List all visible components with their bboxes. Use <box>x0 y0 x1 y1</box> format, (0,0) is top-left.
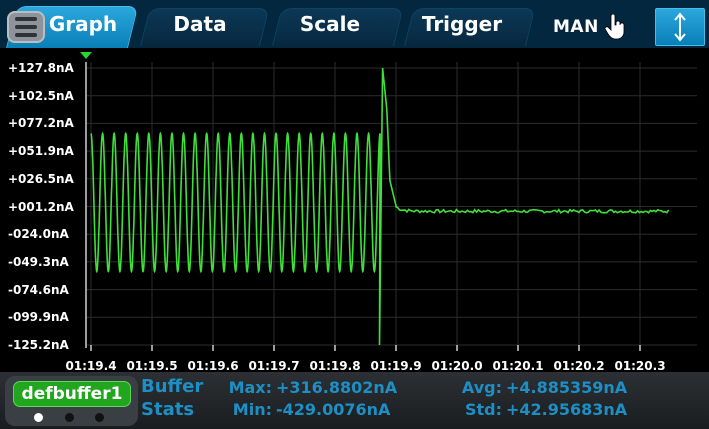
y-tick-label: +102.5nA <box>8 88 74 103</box>
tab-data-label: Data <box>173 12 227 36</box>
y-tick-label: -099.9nA <box>8 310 69 325</box>
x-tick-label: 01:19.8 <box>309 359 361 373</box>
std-label: Std: <box>464 400 502 419</box>
min-value: -429.0076nA <box>276 400 391 419</box>
tab-graph-label: Graph <box>48 12 118 36</box>
x-tick-label: 01:19.7 <box>248 359 300 373</box>
y-tick-label: +127.8nA <box>8 61 74 75</box>
x-tick-label: 01:20.3 <box>614 359 666 373</box>
y-tick-label: +051.9nA <box>8 144 74 159</box>
tab-trigger-label: Trigger <box>421 12 503 36</box>
page-dot-3[interactable] <box>95 413 104 422</box>
y-tick-label: -125.2nA <box>8 338 69 352</box>
avg-value: +4.885359nA <box>506 378 628 397</box>
x-tick-label: 01:19.4 <box>65 359 117 373</box>
page-dot-2[interactable] <box>65 413 74 422</box>
y-tick-label: -074.6nA <box>8 282 69 297</box>
menu-icon[interactable] <box>7 11 45 43</box>
max-value: +316.8802nA <box>276 378 398 397</box>
y-tick-label: +026.5nA <box>8 171 74 186</box>
x-tick-label: 01:20.2 <box>553 359 605 373</box>
x-tick-label: 01:19.9 <box>370 359 422 373</box>
x-tick-marks <box>90 345 641 351</box>
graph-grid <box>86 62 697 346</box>
y-tick-label: +077.2nA <box>8 116 74 131</box>
y-tick-label: -024.0nA <box>8 227 69 242</box>
bottom-stats-bar: defbuffer1 Buffer Stats Max: +316.8802nA… <box>0 372 709 429</box>
buffer-name-button[interactable]: defbuffer1 <box>13 381 131 407</box>
max-label: Max: <box>228 378 272 397</box>
stats-title-stats: Stats <box>141 399 195 420</box>
avg-label: Avg: <box>461 378 502 397</box>
x-tick-label: 01:20.1 <box>492 359 544 373</box>
trace-group <box>90 67 670 346</box>
y-tick-label: -049.3nA <box>8 254 69 269</box>
cursor-marker-icon[interactable] <box>80 52 92 59</box>
std-value: +42.95683nA <box>506 400 628 419</box>
page-dot-1[interactable] <box>34 413 43 422</box>
x-tick-label: 01:20.0 <box>431 359 483 373</box>
stats-title-buffer: Buffer <box>141 376 204 397</box>
hand-pointer-icon[interactable] <box>604 14 626 40</box>
x-tick-label: 01:19.6 <box>187 359 239 373</box>
min-label: Min: <box>232 400 272 419</box>
tab-scale-label: Scale <box>299 12 361 36</box>
measurement-graph[interactable] <box>0 0 709 372</box>
y-tick-label: +001.2nA <box>8 199 74 214</box>
tab-bar: Graph Data Scale Trigger MAN <box>0 0 709 48</box>
range-mode-label[interactable]: MAN <box>553 17 599 37</box>
up-down-arrow-icon[interactable] <box>655 8 705 46</box>
buffer-selector[interactable]: defbuffer1 <box>5 376 138 426</box>
x-tick-label: 01:19.5 <box>126 359 178 373</box>
measurement-trace <box>90 67 670 346</box>
